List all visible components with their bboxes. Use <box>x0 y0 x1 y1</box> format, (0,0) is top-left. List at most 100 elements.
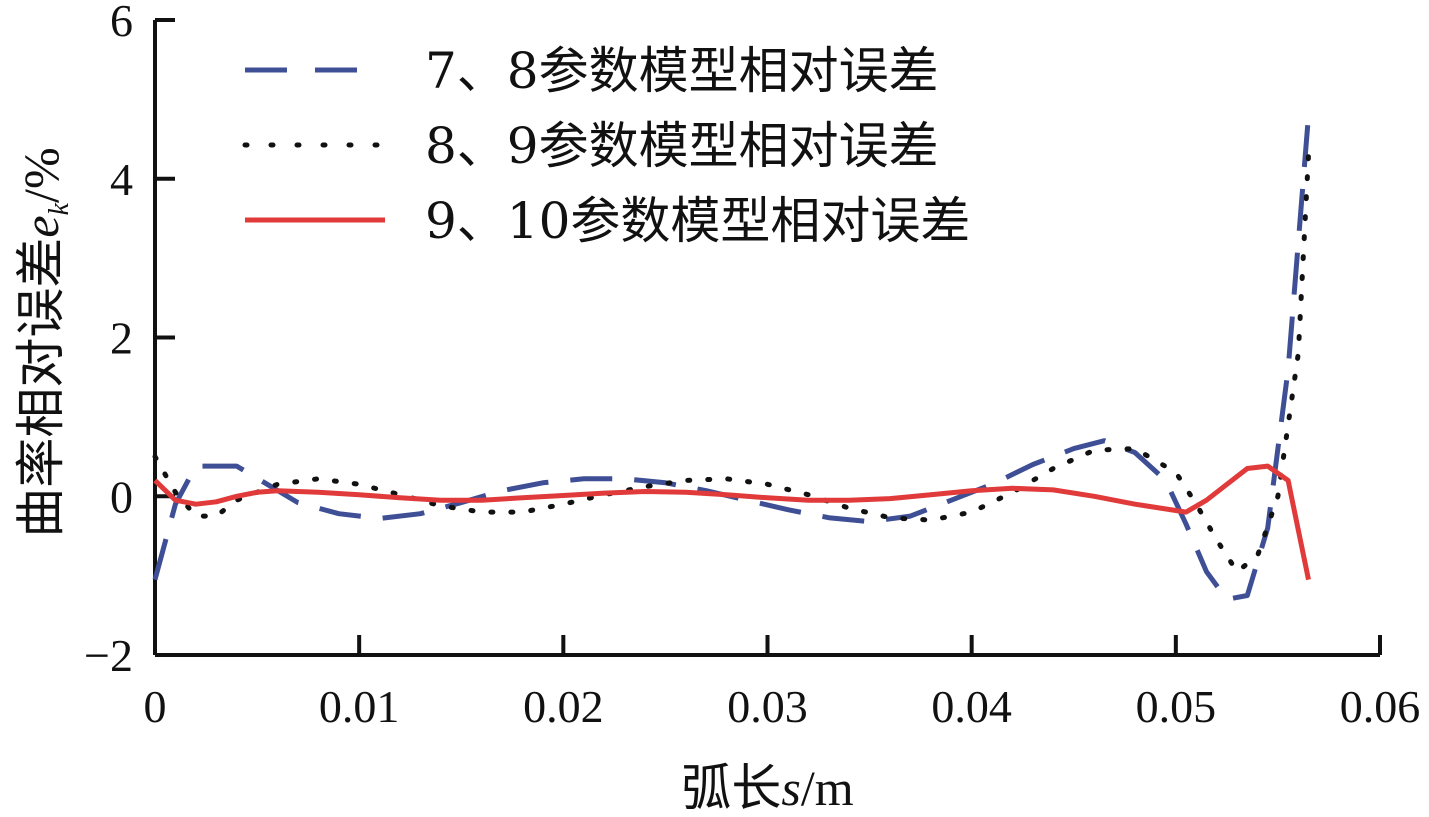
series-2-point <box>1011 491 1013 493</box>
series-1-point <box>1246 594 1248 596</box>
y-tick-label: −2 <box>84 630 133 681</box>
series-line-1 <box>152 115 1311 602</box>
series-1-point <box>174 503 176 505</box>
series-3-point <box>848 499 850 501</box>
series-2-point <box>480 511 482 513</box>
series-3-point <box>256 491 258 493</box>
series-2-point <box>685 479 687 481</box>
series-3-point <box>1175 509 1177 511</box>
series-3-point <box>685 491 687 493</box>
y-axis-title: 曲率相对误差ek/% <box>12 147 75 537</box>
series-2-point <box>807 493 809 495</box>
series-2-point <box>1175 471 1177 473</box>
series-layer <box>152 115 1311 602</box>
series-1-point <box>1073 447 1075 449</box>
series-3-point <box>1226 483 1228 485</box>
series-3-point <box>399 497 401 499</box>
series-3-point <box>1205 499 1207 501</box>
series-1-point <box>266 483 268 485</box>
series-2-point <box>725 478 727 480</box>
series-1-point <box>297 501 299 503</box>
series-3-point <box>317 491 319 493</box>
series-1-point <box>828 516 830 518</box>
x-tick-label: 0.02 <box>523 681 604 732</box>
x-ticks: 0 0.01 0.02 0.03 0.04 0.05 0.06 <box>144 635 1421 732</box>
series-2-point <box>195 515 197 517</box>
x-axis-title: 弧长s/m <box>681 759 853 817</box>
series-3-point <box>766 497 768 499</box>
series-3-point <box>930 493 932 495</box>
legend-label-2: 8、9参数模型相对误差 <box>425 117 939 175</box>
series-1-point <box>950 499 952 501</box>
y-tick-label: 2 <box>110 313 133 364</box>
series-2-point <box>644 486 646 488</box>
x-axis-title-prefix: 弧长 <box>681 759 781 817</box>
series-2-point <box>154 455 156 457</box>
series-2-point <box>440 505 442 507</box>
series-1-point <box>1134 451 1136 453</box>
series-2-point <box>276 483 278 485</box>
series-3-point <box>725 493 727 495</box>
series-2-point <box>235 499 237 501</box>
series-1-point <box>1226 598 1228 600</box>
series-3-point <box>215 501 217 503</box>
series-3-point <box>1267 465 1269 467</box>
y-axis-title-sub: k <box>44 202 75 215</box>
series-3-point <box>1307 578 1309 580</box>
series-line-2 <box>152 152 1311 575</box>
x-axis-title-var: s <box>781 760 800 816</box>
series-2-point <box>1215 539 1217 541</box>
series-1-point <box>378 517 380 519</box>
series-line-3 <box>153 463 1311 581</box>
axes <box>153 20 1380 657</box>
series-1-point <box>1103 439 1105 441</box>
series-2-point <box>1236 570 1238 572</box>
series-3-point <box>1134 503 1136 505</box>
series-2-point <box>1052 467 1054 469</box>
series-2-point <box>1256 555 1258 557</box>
series-3-point <box>562 494 564 496</box>
series-1-point <box>1287 368 1289 370</box>
series-3-point <box>603 492 605 494</box>
series-2-point <box>1297 352 1299 354</box>
y-axis-title-unit: /% <box>13 147 69 203</box>
series-1-point <box>1267 527 1269 529</box>
series-2-point <box>521 511 523 513</box>
x-tick-label: 0 <box>144 681 167 732</box>
series-1-point <box>787 509 789 511</box>
series-2-point <box>970 511 972 513</box>
series-3-point <box>195 503 197 505</box>
series-2-point <box>562 503 564 505</box>
series-1-point <box>1032 463 1034 465</box>
series-1-point <box>868 520 870 522</box>
series-1-point <box>338 513 340 515</box>
series-1-point <box>542 482 544 484</box>
series-3-point <box>1287 479 1289 481</box>
series-2-point <box>1307 154 1309 156</box>
series-3-point <box>276 489 278 491</box>
series-1-point <box>419 513 421 515</box>
legend-label-1: 7、8参数模型相对误差 <box>425 42 939 100</box>
x-tick-label: 0.05 <box>1136 681 1217 732</box>
series-2-point <box>848 507 850 509</box>
series-2-point <box>766 483 768 485</box>
series-3-point <box>235 495 237 497</box>
y-tick-label: 4 <box>110 154 133 205</box>
series-2-point <box>215 515 217 517</box>
series-1-point <box>746 499 748 501</box>
series-1-point <box>991 483 993 485</box>
series-2-point <box>1093 449 1095 451</box>
x-tick-label: 0.06 <box>1340 681 1421 732</box>
series-2-point <box>174 491 176 493</box>
series-1-point <box>1164 479 1166 481</box>
series-3-point <box>1093 495 1095 497</box>
series-3-point <box>644 490 646 492</box>
y-tick-label: 0 <box>110 471 133 522</box>
y-axis-title-prefix: 曲率相对误差 <box>12 238 70 538</box>
series-3-point <box>889 497 891 499</box>
series-3-point <box>174 499 176 501</box>
series-1-point <box>909 515 911 517</box>
series-3-point <box>154 479 156 481</box>
series-1-point <box>1205 570 1207 572</box>
